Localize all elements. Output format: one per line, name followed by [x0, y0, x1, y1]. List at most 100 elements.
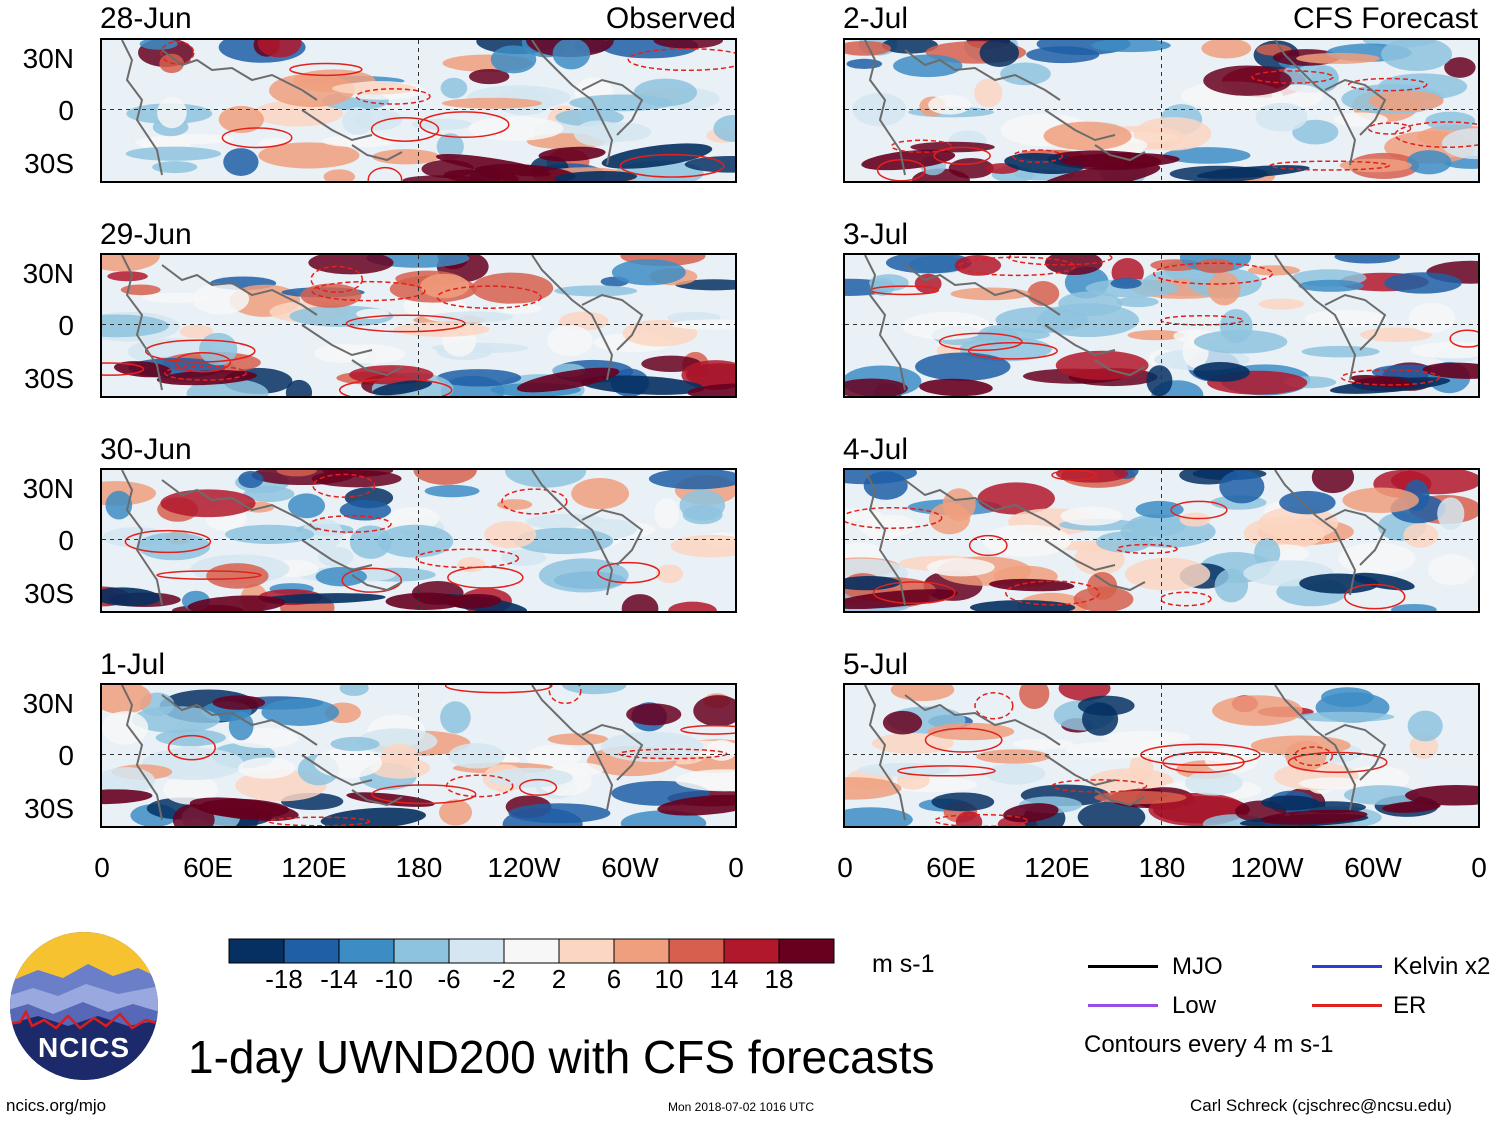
er-contour [680, 724, 735, 735]
wind-anomaly-patch [1212, 695, 1303, 726]
wind-anomaly-patch [1133, 117, 1212, 151]
wind-anomaly-patch [926, 558, 995, 577]
wind-anomaly-core [385, 592, 465, 610]
wind-anomaly-patch [315, 566, 367, 587]
er-contour [311, 280, 426, 302]
coastline [864, 40, 906, 176]
colorbar-swatch [558, 938, 615, 964]
wind-anomaly-patch [430, 311, 514, 323]
wind-anomaly-patch [484, 520, 537, 549]
wind-anomaly-patch [440, 77, 468, 99]
wind-anomaly-patch [1384, 272, 1462, 294]
wind-anomaly-patch [1279, 490, 1336, 515]
wind-anomaly-patch [440, 701, 471, 734]
er-contour [518, 778, 558, 796]
er-contour [310, 265, 364, 293]
wind-anomaly-core [601, 143, 713, 169]
x-tick-label: 120E [281, 852, 347, 883]
wind-anomaly-core [260, 593, 386, 604]
wind-anomaly-patch [1258, 298, 1305, 310]
legend-label: Low [1172, 992, 1217, 1019]
wind-anomaly-patch [1311, 470, 1355, 494]
wind-anomaly-patch [547, 325, 593, 356]
wind-anomaly-patch [102, 255, 160, 272]
wind-anomaly-patch [942, 488, 976, 522]
wind-anomaly-patch [927, 722, 1015, 741]
coastline [904, 479, 1061, 531]
er-contour [1449, 329, 1478, 348]
wind-anomaly-core [320, 807, 426, 826]
wind-anomaly-core [845, 589, 958, 610]
er-contour [1005, 580, 1100, 606]
wind-anomaly-patch [693, 695, 735, 727]
x-tick-label: 60W [601, 852, 659, 883]
wind-anomaly-patch [1203, 65, 1292, 96]
wind-anomaly-core [102, 789, 153, 805]
wind-anomaly-patch [1381, 40, 1453, 71]
wind-anomaly-core [189, 797, 299, 821]
colorbar-swatch [503, 938, 560, 964]
wind-anomaly-core [156, 370, 257, 386]
wind-anomaly-patch [974, 78, 1003, 108]
coastline [864, 685, 906, 821]
wind-anomaly-patch [1036, 303, 1140, 338]
wind-anomaly-patch [554, 285, 638, 297]
wind-anomaly-patch [928, 95, 972, 115]
wind-anomaly-patch [135, 136, 184, 148]
colorbar-tick: 10 [654, 964, 684, 994]
wind-anomaly-patch [1444, 57, 1476, 78]
er-contour [974, 692, 1014, 720]
er-contour [345, 314, 466, 333]
coastline [121, 470, 163, 606]
wind-anomaly-patch [885, 255, 972, 274]
coastline [121, 40, 163, 176]
map-panel [100, 38, 737, 183]
x-tick-label: 180 [395, 852, 443, 883]
coastline [161, 264, 318, 316]
coastline [1094, 789, 1146, 807]
coastline [864, 470, 906, 606]
wind-anomaly-patch [228, 711, 254, 741]
wind-anomaly-patch [318, 546, 354, 568]
y-tick-label: 0 [58, 740, 74, 771]
wind-anomaly-patch [269, 73, 355, 108]
wind-anomaly-patch [1425, 111, 1476, 131]
wind-anomaly-patch [424, 484, 480, 498]
er-contour [1159, 591, 1212, 607]
site-link[interactable]: ncics.org/mjo [6, 1096, 107, 1115]
wind-anomaly-core [1405, 785, 1478, 806]
wind-anomaly-patch [1196, 258, 1234, 274]
coastline [904, 49, 1061, 101]
wind-anomaly-patch [982, 524, 1072, 557]
coastline [301, 539, 373, 572]
panel-date: 2-Jul [843, 2, 909, 35]
wind-anomaly-patch [238, 757, 296, 779]
wind-anomaly-patch [538, 558, 629, 593]
wind-anomaly-patch [505, 470, 587, 488]
wind-anomaly-patch [341, 107, 374, 135]
wind-anomaly-patch [1403, 523, 1439, 548]
panel-date: 4-Jul [843, 433, 909, 466]
er-contour [124, 529, 212, 554]
colorbar-tick: 2 [551, 964, 567, 994]
wind-anomaly-patch [1428, 554, 1476, 586]
wind-anomaly-core [969, 600, 1076, 611]
colorbar-tick: -6 [437, 964, 461, 994]
map-panel [843, 253, 1480, 398]
wind-anomaly-patch [468, 68, 510, 85]
panel-date: 29-Jun [100, 218, 192, 251]
wind-anomaly-core [538, 146, 606, 162]
legend-label: Kelvin x2 [1393, 953, 1491, 980]
wind-anomaly-patch [225, 524, 315, 544]
x-tick-label: 0 [728, 852, 744, 883]
x-tick-label: 120E [1024, 852, 1090, 883]
coastline [1044, 539, 1116, 572]
panel-date: 28-Jun [100, 2, 192, 35]
coastline [1274, 40, 1357, 166]
wind-anomaly-patch [238, 470, 264, 489]
x-tick-label: 60E [183, 852, 233, 883]
wind-anomaly-patch [157, 97, 187, 129]
er-contour [289, 62, 363, 77]
coastline [1274, 255, 1357, 381]
wind-anomaly-patch [125, 146, 222, 161]
